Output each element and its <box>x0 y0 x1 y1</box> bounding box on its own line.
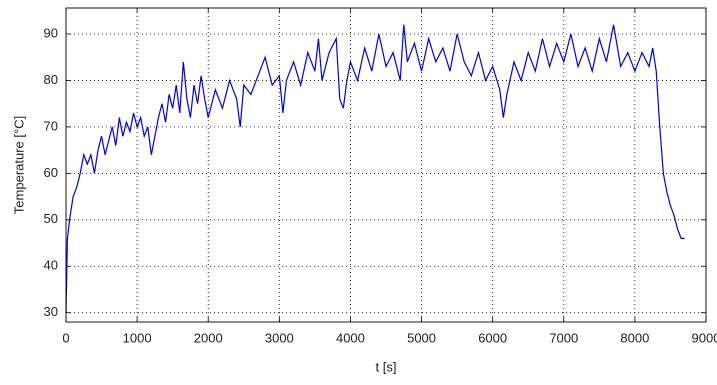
plot-frame <box>65 7 707 323</box>
x-tick-label: 0 <box>62 330 69 345</box>
y-tick-label: 40 <box>44 258 58 273</box>
x-tick-label: 6000 <box>478 330 507 345</box>
x-tick-label: 5000 <box>407 330 436 345</box>
plot-area <box>66 8 706 322</box>
x-axis-label: t [s] <box>376 359 397 374</box>
x-tick-label: 1000 <box>123 330 152 345</box>
y-tick-label: 30 <box>44 304 58 319</box>
y-axis-label: Temperature [°C] <box>11 116 26 214</box>
x-tick-label: 9000 <box>692 330 717 345</box>
y-tick-label: 80 <box>44 72 58 87</box>
x-tick-label: 4000 <box>336 330 365 345</box>
y-tick-label: 60 <box>44 165 58 180</box>
x-tick-label: 7000 <box>549 330 578 345</box>
y-tick-label: 50 <box>44 211 58 226</box>
y-tick-label: 90 <box>44 25 58 40</box>
x-tick-label: 2000 <box>194 330 223 345</box>
data-line <box>65 24 685 313</box>
y-tick-label: 70 <box>44 118 58 133</box>
x-tick-label: 3000 <box>265 330 294 345</box>
x-tick-label: 8000 <box>620 330 649 345</box>
